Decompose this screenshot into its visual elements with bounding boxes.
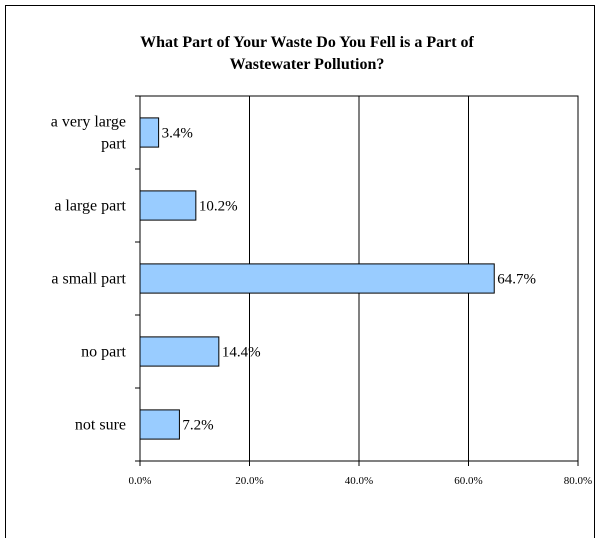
value-label-4: 7.2% [182, 418, 213, 434]
category-label-0-line-0: a very large [51, 114, 126, 131]
category-label-4: not sure [75, 417, 126, 434]
bar-4 [139, 409, 180, 440]
value-label-1: 10.2% [199, 199, 238, 215]
labels: 0.0% 20.0% 40.0% 60.0% 80.0% 3.4% a very large… [51, 114, 592, 488]
chart-title-line-2: Wastewater Pollution? [230, 56, 385, 73]
bars [139, 117, 495, 440]
value-label-3: 14.4% [222, 345, 261, 361]
x-tick-label-20: 20.0% [235, 475, 263, 487]
category-label-1: a large part [54, 198, 126, 215]
category-label-3: no part [81, 344, 126, 361]
bar-1 [139, 190, 197, 221]
chart-title-line-1: What Part of Your Waste Do You Fell is a… [140, 34, 474, 51]
x-tick-label-40: 40.0% [345, 475, 373, 487]
x-tick-label-80: 80.0% [564, 475, 592, 487]
bar-0 [139, 117, 160, 148]
category-label-2: a small part [51, 271, 126, 288]
bar-2 [139, 263, 495, 294]
x-tick-label-0: 0.0% [129, 475, 152, 487]
axes [135, 95, 579, 466]
value-label-2: 64.7% [497, 272, 536, 288]
value-label-0: 3.4% [162, 126, 193, 142]
category-label-0-line-1: part [101, 136, 126, 153]
x-tick-label-60: 60.0% [454, 475, 482, 487]
bar-3 [139, 336, 220, 367]
